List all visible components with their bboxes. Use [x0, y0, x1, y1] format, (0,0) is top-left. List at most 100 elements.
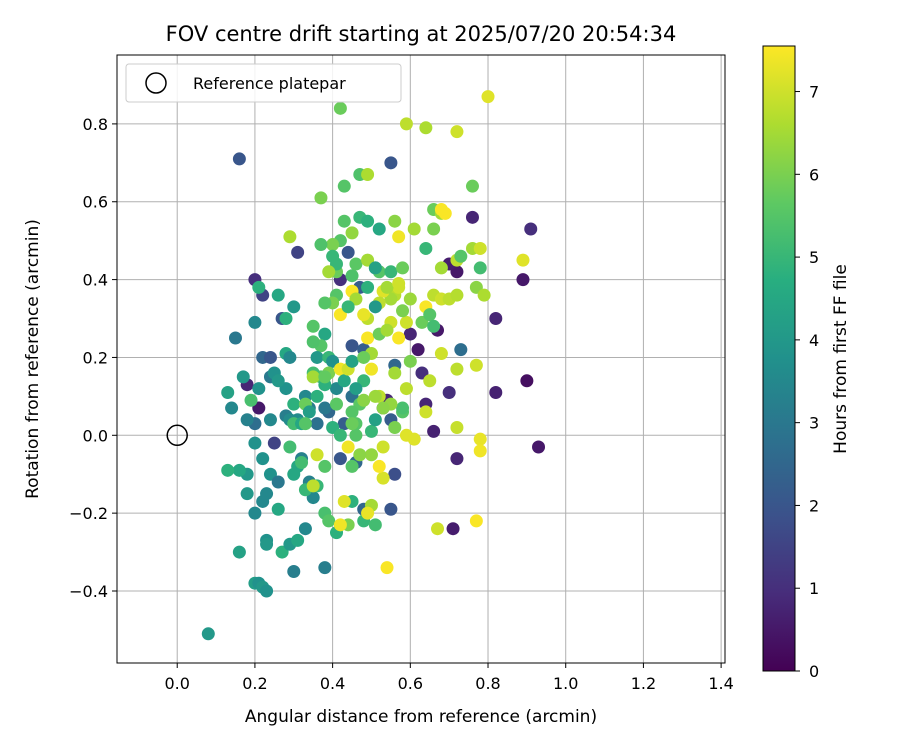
data-point [279, 312, 292, 325]
data-point [450, 421, 463, 434]
data-point [314, 191, 327, 204]
data-point [268, 437, 281, 450]
grid-lines [117, 55, 725, 663]
x-tick-label: 0.6 [398, 674, 423, 693]
data-point [353, 448, 366, 461]
data-point [404, 328, 417, 341]
data-point [381, 324, 394, 337]
drift-scatter-chart: FOV centre drift starting at 2025/07/20 … [0, 0, 900, 750]
data-point [287, 398, 300, 411]
data-point [272, 476, 285, 489]
colorbar-tick-label: 2 [809, 496, 819, 515]
data-point [369, 518, 382, 531]
data-point [256, 452, 269, 465]
colorbar-gradient [763, 46, 795, 671]
data-point [388, 421, 401, 434]
data-point [384, 156, 397, 169]
data-point [396, 402, 409, 415]
data-point [357, 351, 370, 364]
data-point [447, 522, 460, 535]
data-point [482, 90, 495, 103]
x-tick-label: 0.8 [475, 674, 500, 693]
data-point [377, 440, 390, 453]
data-point [365, 425, 378, 438]
data-point [419, 405, 432, 418]
data-point [361, 215, 374, 228]
data-point [299, 522, 312, 535]
data-point [342, 246, 355, 259]
data-point [520, 374, 533, 387]
data-point [287, 565, 300, 578]
data-point [342, 440, 355, 453]
data-point [419, 242, 432, 255]
data-point [346, 460, 359, 473]
data-point [369, 390, 382, 403]
colorbar-ticks: 0 1 2 3 4 5 6 7 [795, 83, 819, 681]
x-tick-label: 0.2 [242, 674, 267, 693]
data-point [516, 273, 529, 286]
data-point [233, 152, 246, 165]
data-point [404, 293, 417, 306]
data-point [303, 405, 316, 418]
plot-frame [117, 55, 725, 663]
data-point [404, 355, 417, 368]
x-tick-label: 0.0 [164, 674, 189, 693]
data-point [307, 320, 320, 333]
colorbar-tick-label: 4 [809, 331, 819, 350]
data-point [466, 211, 479, 224]
data-point [318, 370, 331, 383]
data-point [338, 215, 351, 228]
colorbar-tick-label: 0 [809, 662, 819, 681]
data-point [326, 250, 339, 263]
data-point [233, 546, 246, 559]
data-point [381, 561, 394, 574]
data-point [283, 230, 296, 243]
data-point [443, 386, 456, 399]
data-point [264, 413, 277, 426]
data-point [412, 343, 425, 356]
data-point [516, 254, 529, 267]
data-point [361, 281, 374, 294]
x-tick-label: 1.2 [631, 674, 656, 693]
data-point [474, 433, 487, 446]
data-point [474, 261, 487, 274]
data-point [241, 487, 254, 500]
data-point [369, 261, 382, 274]
data-point [388, 367, 401, 380]
data-point [357, 308, 370, 321]
data-point [423, 308, 436, 321]
data-point [272, 374, 285, 387]
colorbar-tick-label: 6 [809, 165, 819, 184]
data-point [248, 437, 261, 450]
data-point [283, 440, 296, 453]
data-point [346, 339, 359, 352]
data-point [252, 382, 265, 395]
data-point [322, 514, 335, 527]
colorbar-tick-label: 3 [809, 414, 819, 433]
data-point [291, 534, 304, 547]
data-point [400, 316, 413, 329]
data-point [326, 238, 339, 251]
data-point [474, 444, 487, 457]
data-point [489, 386, 502, 399]
data-points [202, 90, 545, 640]
colorbar-tick-label: 1 [809, 579, 819, 598]
colorbar-tick-label: 5 [809, 248, 819, 267]
data-point [466, 180, 479, 193]
data-point [233, 464, 246, 477]
y-axis-ticks: −0.4 −0.2 0.0 0.2 0.4 0.6 0.8 [69, 115, 117, 601]
data-point [365, 448, 378, 461]
y-tick-label: 0.2 [83, 348, 108, 367]
data-point [524, 222, 537, 235]
legend: Reference platepar [126, 64, 401, 102]
x-tick-label: 1.0 [553, 674, 578, 693]
data-point [283, 351, 296, 364]
data-point [311, 448, 324, 461]
x-tick-label: 1.4 [708, 674, 733, 693]
data-point [346, 405, 359, 418]
data-point [311, 351, 324, 364]
data-point [365, 363, 378, 376]
data-point [229, 331, 242, 344]
data-point [264, 351, 277, 364]
data-point [346, 355, 359, 368]
